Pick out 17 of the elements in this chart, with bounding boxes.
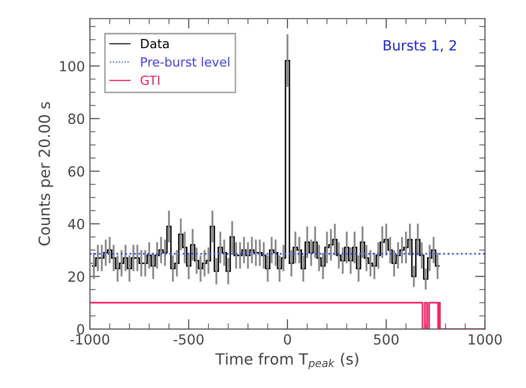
legend-label: GTI: [140, 76, 160, 85]
y-tick-label: 100: [60, 60, 84, 72]
y-axis-title: Counts per 20.00 s: [38, 102, 54, 246]
y-tick-label: 40: [68, 218, 84, 230]
y-tick-label: 80: [68, 114, 84, 124]
x-tick-label: -500: [174, 334, 204, 345]
x-tick-label: 0: [284, 334, 291, 345]
x-tick-label: 1000: [468, 334, 502, 345]
legend-label: Pre-burst level: [141, 56, 230, 67]
x-axis-title: Time from T$_{peak}$ (s): [215, 352, 358, 370]
y-tick-label: 20: [68, 271, 84, 282]
y-tick-label: 0: [77, 324, 84, 334]
annotation: Bursts 1, 2: [384, 40, 456, 52]
y-tick-label: 60: [68, 166, 84, 177]
legend-label: Data: [141, 39, 169, 48]
x-tick-label: -1000: [70, 334, 110, 345]
x-tick-label: 500: [374, 334, 399, 345]
